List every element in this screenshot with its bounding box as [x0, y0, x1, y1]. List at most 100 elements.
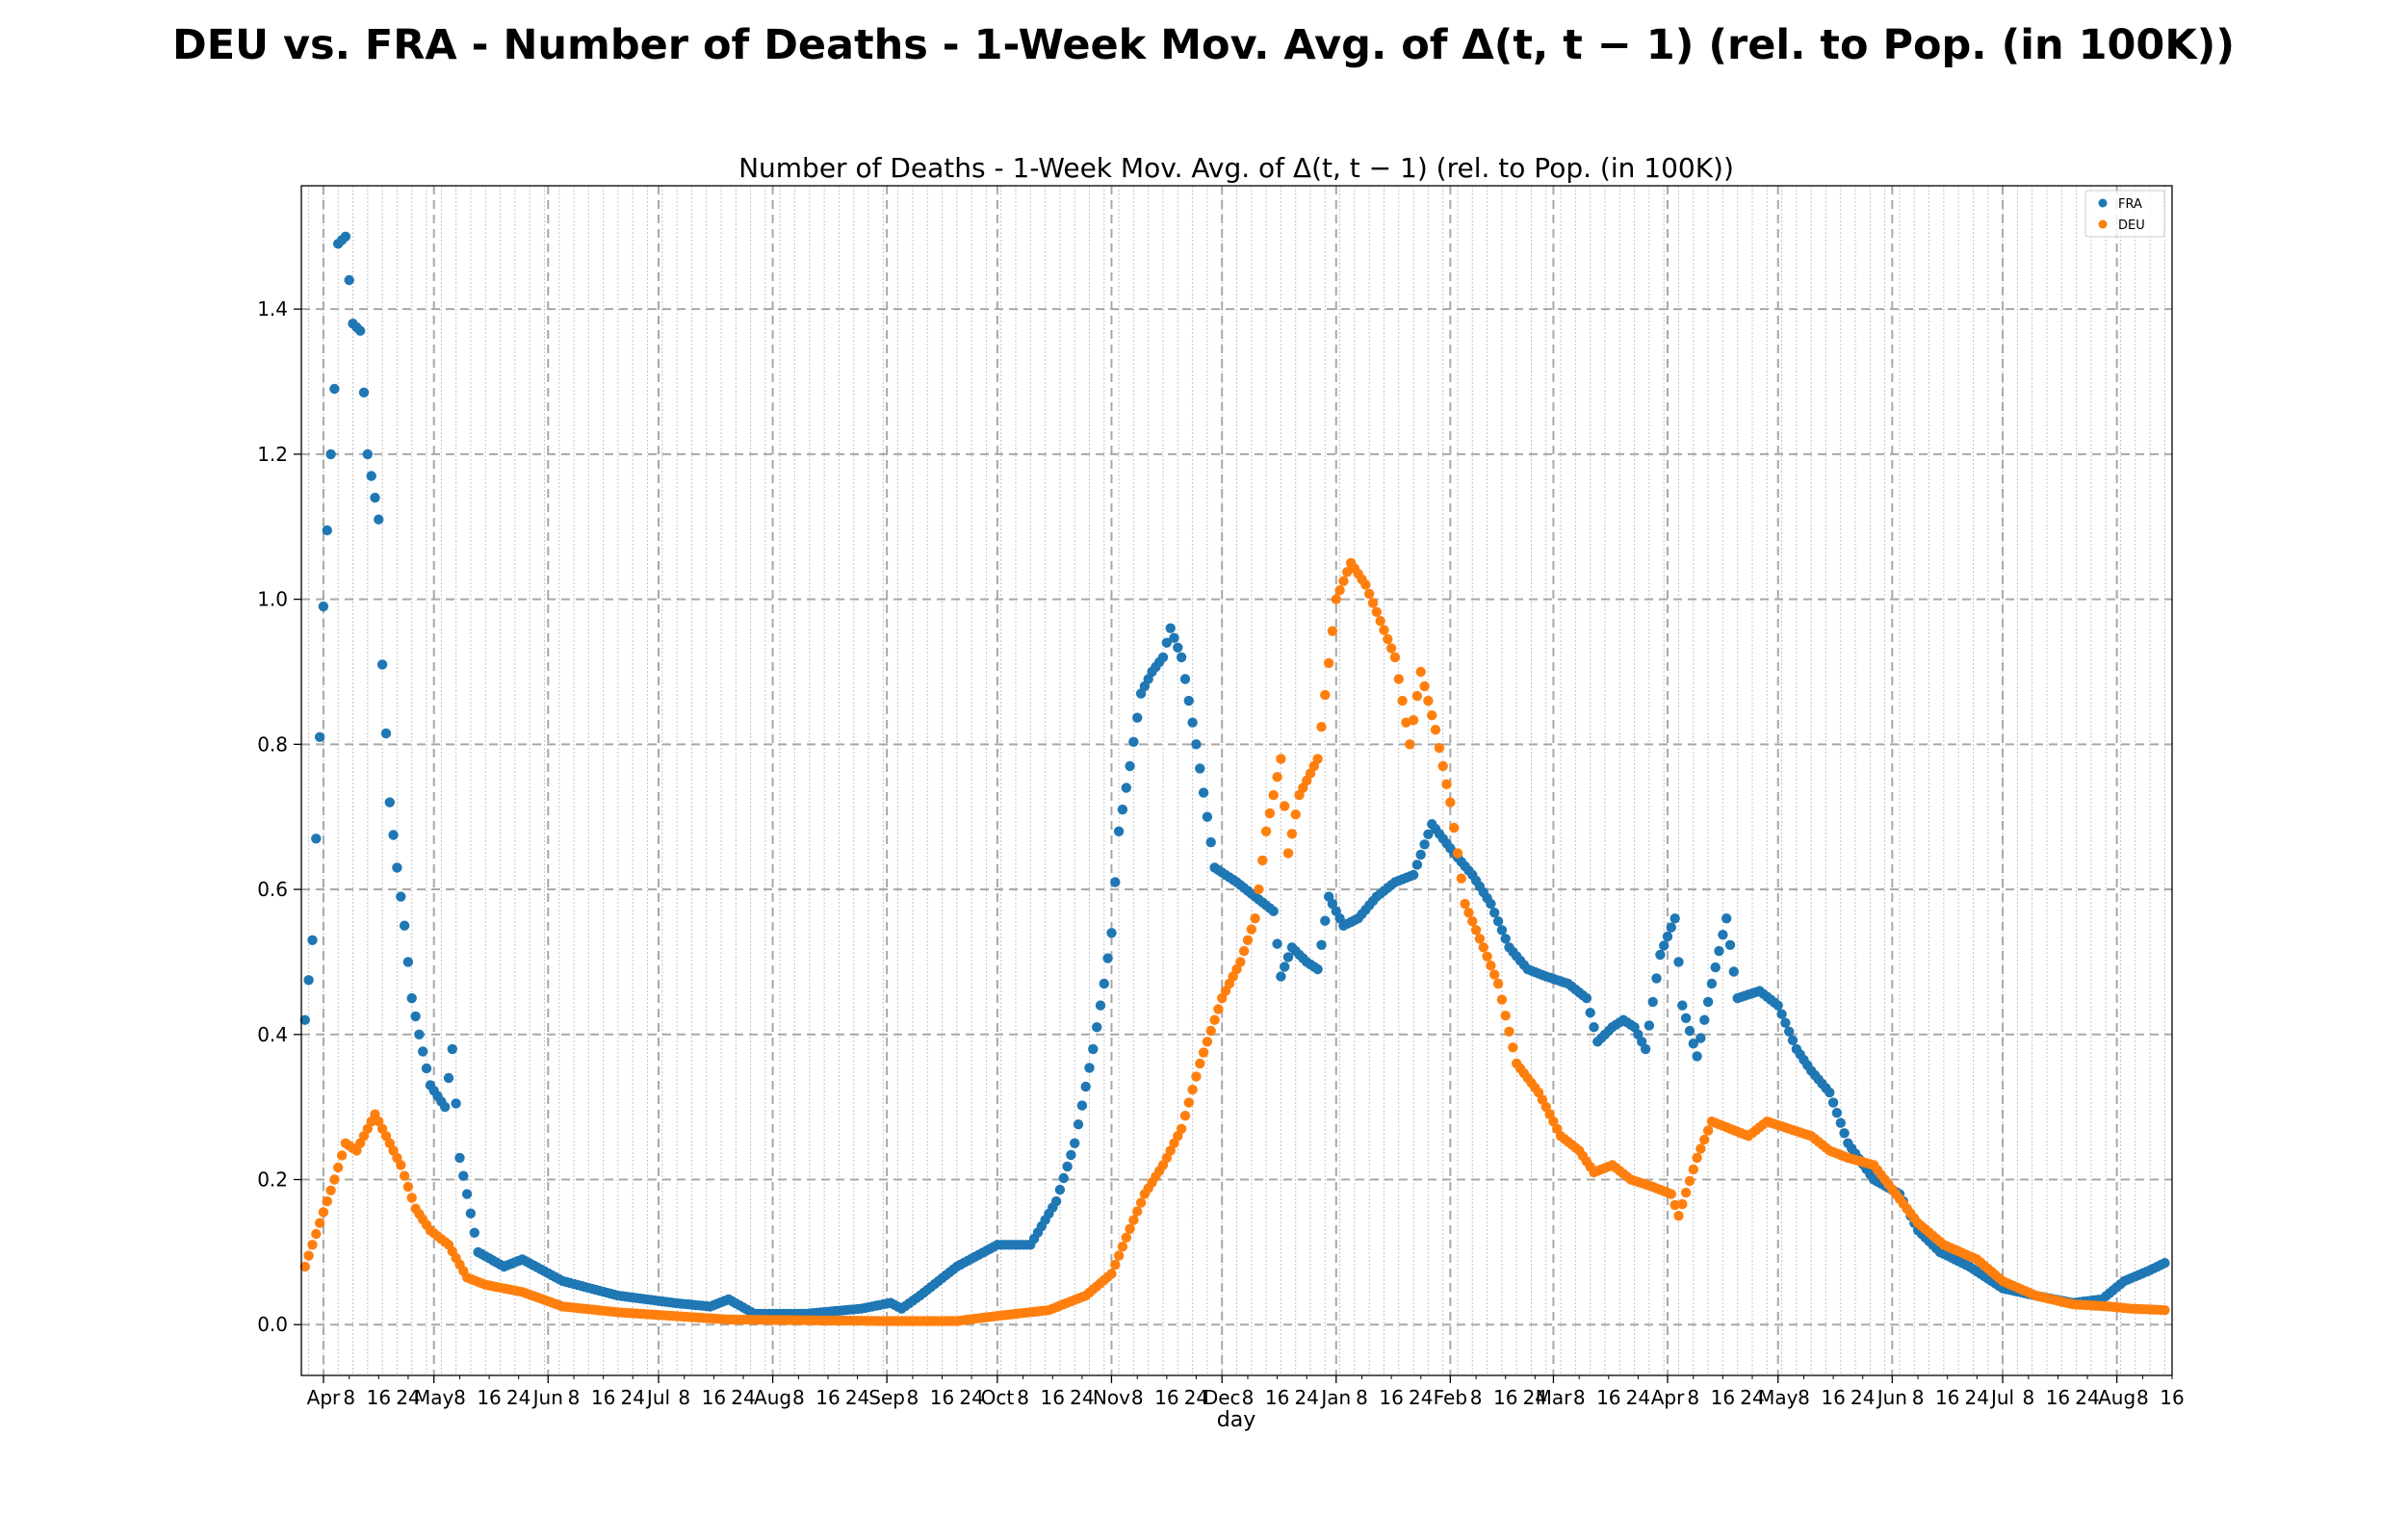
data-point-fra [454, 1152, 465, 1164]
x-tick-label: May [414, 1386, 454, 1409]
data-point-fra [1080, 1081, 1091, 1092]
data-point-fra [1784, 1026, 1795, 1038]
x-tick-label: May [1758, 1386, 1799, 1409]
data-point-fra [1183, 695, 1195, 706]
data-point-deu [2160, 1305, 2170, 1316]
x-tick-label: 8 [1356, 1386, 1368, 1409]
data-point-fra [1099, 978, 1110, 989]
x-tick-label: Oct [981, 1386, 1015, 1409]
data-point-deu [1187, 1084, 1198, 1095]
data-point-deu [1268, 789, 1279, 801]
data-point-deu [1198, 1047, 1209, 1058]
data-point-deu [1500, 1011, 1511, 1021]
data-point-fra [318, 601, 329, 612]
data-point-fra [1666, 922, 1677, 933]
data-point-fra [370, 492, 380, 503]
data-point-fra [1489, 908, 1500, 918]
data-point-fra [1179, 674, 1191, 684]
data-point-deu [1445, 797, 1456, 808]
data-point-fra [374, 514, 384, 525]
data-point-fra [396, 891, 406, 902]
data-point-deu [329, 1174, 340, 1185]
x-tick-label: 16 [1379, 1386, 1403, 1409]
data-point-fra [1659, 940, 1669, 951]
data-point-fra [344, 274, 354, 286]
data-point-deu [1379, 625, 1389, 635]
data-point-fra [1827, 1097, 1839, 1108]
data-point-deu [399, 1170, 410, 1181]
series-deu [299, 557, 2170, 1326]
data-point-fra [2160, 1258, 2170, 1269]
data-point-fra [1419, 839, 1430, 850]
data-point-fra [1058, 1172, 1069, 1184]
data-point-fra [329, 383, 340, 395]
data-point-deu [1282, 848, 1294, 859]
data-point-deu [1385, 643, 1397, 654]
data-point-fra [1050, 1195, 1062, 1207]
data-point-fra [388, 830, 399, 840]
data-point-fra [1110, 877, 1121, 887]
data-point-deu [1699, 1134, 1710, 1145]
data-point-fra [1835, 1117, 1847, 1128]
data-point-fra [1195, 763, 1205, 774]
data-point-fra [1280, 962, 1290, 972]
legend-marker [2098, 219, 2108, 229]
data-point-deu [1280, 801, 1290, 811]
data-point-fra [443, 1072, 454, 1084]
data-point-deu [1327, 626, 1338, 636]
data-point-deu [1393, 674, 1405, 684]
data-point-fra [1054, 1184, 1066, 1195]
data-point-fra [1276, 971, 1286, 982]
data-point-deu [1264, 808, 1276, 819]
data-point-deu [1492, 978, 1504, 989]
x-tick-label: 16 [2046, 1386, 2070, 1409]
data-point-deu [1702, 1125, 1714, 1136]
data-point-deu [314, 1218, 325, 1228]
data-point-fra [447, 1043, 457, 1055]
data-point-fra [399, 920, 410, 931]
x-tick-label: Jan [1319, 1386, 1351, 1409]
data-point-deu [1452, 848, 1463, 859]
data-point-deu [1205, 1025, 1216, 1037]
x-tick-label: 16 [1596, 1386, 1620, 1409]
x-tick-label: Apr [1651, 1386, 1685, 1409]
x-tick-label: 16 [477, 1386, 501, 1409]
data-point-deu [1331, 594, 1342, 604]
data-point-fra [380, 728, 392, 739]
data-point-fra [1721, 913, 1732, 924]
x-tick-label: Sep [868, 1386, 905, 1409]
data-point-fra [1718, 930, 1728, 940]
data-point-deu [1323, 657, 1334, 669]
data-point-fra [376, 659, 388, 670]
data-point-fra [1312, 963, 1323, 975]
data-point-deu [1496, 994, 1508, 1005]
x-tick-label: Jun [531, 1386, 563, 1409]
x-tick-label: 16 [815, 1386, 840, 1409]
data-point-fra [1113, 826, 1125, 836]
x-tick-label: 8 [1687, 1386, 1699, 1409]
data-point-deu [1286, 829, 1298, 839]
data-point-deu [1338, 576, 1349, 586]
data-point-deu [1411, 690, 1423, 702]
data-point-fra [1198, 787, 1209, 798]
data-point-deu [1470, 925, 1482, 936]
data-point-fra [1165, 623, 1176, 633]
data-point-deu [1680, 1187, 1692, 1198]
data-point-fra [1589, 1022, 1599, 1033]
legend-label: FRA [2118, 197, 2142, 212]
data-point-fra [1680, 1013, 1692, 1024]
data-point-fra [392, 862, 402, 873]
x-tick-label: 24 [1626, 1386, 1650, 1409]
x-tick-label: Apr [307, 1386, 341, 1409]
data-point-fra [1486, 898, 1496, 910]
data-point-fra [340, 231, 351, 242]
data-point-fra [307, 935, 318, 945]
data-point-fra [1415, 849, 1426, 860]
data-point-fra [1492, 916, 1504, 927]
data-point-fra [1205, 836, 1216, 848]
data-point-deu [1360, 579, 1371, 590]
data-point-deu [1364, 588, 1375, 600]
x-tick-label: 16 [1935, 1386, 1959, 1409]
data-point-deu [1669, 1199, 1680, 1211]
